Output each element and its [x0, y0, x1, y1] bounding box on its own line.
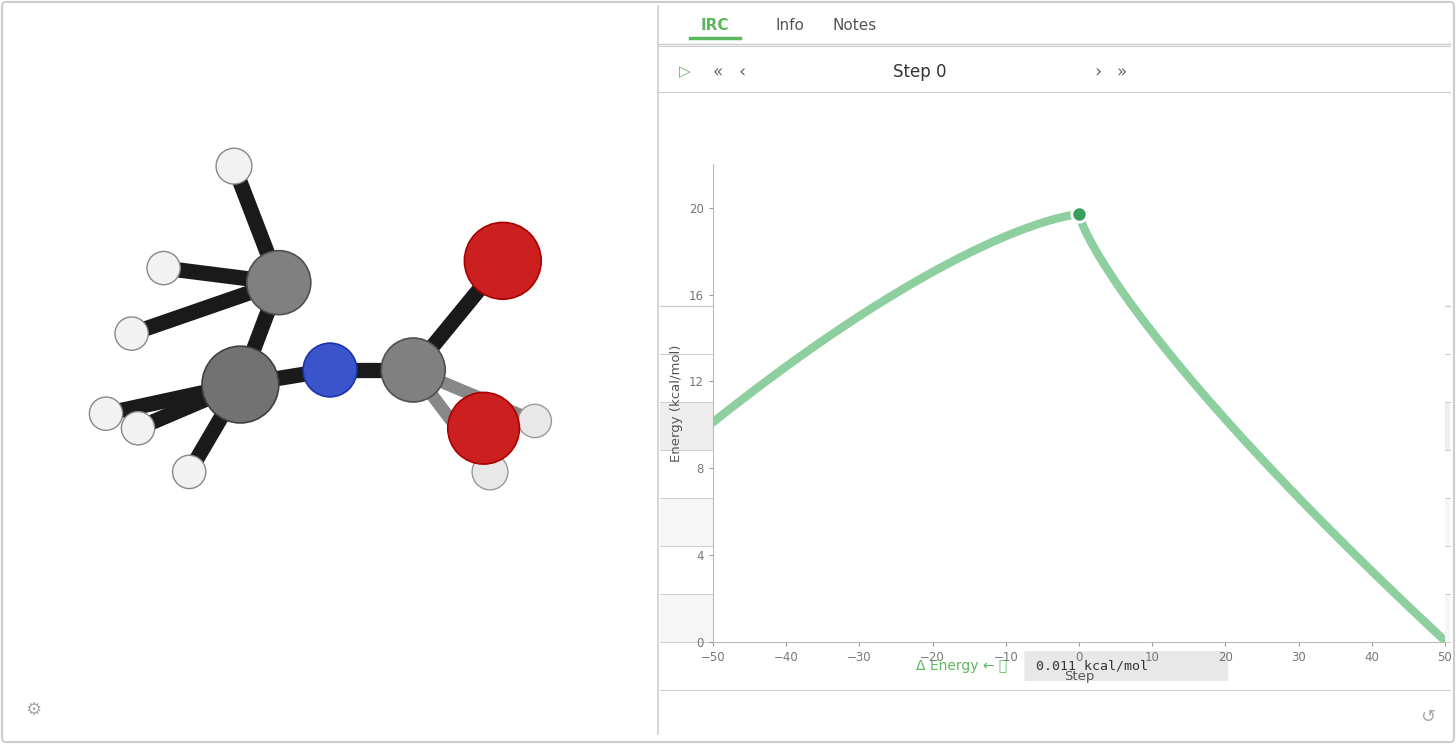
Text: IRC: IRC — [700, 19, 729, 33]
Circle shape — [202, 346, 278, 423]
Circle shape — [215, 148, 252, 184]
Bar — [660, 402, 1450, 450]
Bar — [660, 498, 1450, 546]
Circle shape — [248, 251, 310, 315]
FancyBboxPatch shape — [1025, 507, 1229, 537]
Circle shape — [147, 251, 181, 285]
Text: vs. Backward: vs. Backward — [916, 515, 1008, 529]
Text: 0.011 kcal/mol: 0.011 kcal/mol — [1037, 659, 1149, 673]
Text: ›: › — [1095, 63, 1102, 81]
Text: »: » — [1117, 63, 1127, 81]
Circle shape — [381, 338, 446, 402]
Circle shape — [121, 411, 154, 445]
FancyBboxPatch shape — [1025, 651, 1229, 681]
Circle shape — [173, 455, 205, 489]
X-axis label: Step: Step — [1064, 670, 1095, 682]
Text: Notes: Notes — [833, 19, 877, 33]
Bar — [660, 594, 1450, 642]
Circle shape — [518, 404, 552, 437]
Text: Step 0: Step 0 — [893, 63, 946, 81]
Text: Play Direction: Play Direction — [911, 371, 1008, 385]
FancyBboxPatch shape — [1025, 410, 1248, 442]
Text: -20.9924270 Eh: -20.9924270 Eh — [1037, 420, 1149, 432]
Text: ▷: ▷ — [678, 65, 692, 80]
FancyBboxPatch shape — [1025, 555, 1229, 585]
Text: ‹: ‹ — [738, 63, 745, 81]
Text: ↺: ↺ — [1420, 708, 1436, 726]
Text: vs. Forward: vs. Forward — [927, 563, 1008, 577]
Y-axis label: Energy (kcal/mol): Energy (kcal/mol) — [670, 344, 683, 462]
Text: 0.010 kcal/mol: 0.010 kcal/mol — [1037, 612, 1149, 624]
FancyBboxPatch shape — [1025, 603, 1229, 633]
Text: 19.695 kcal/mol: 19.695 kcal/mol — [1037, 563, 1156, 577]
Circle shape — [303, 343, 357, 397]
Text: Δ Energy ← ⓘ: Δ Energy ← ⓘ — [916, 659, 1008, 673]
Text: 9.575 kcal/mol: 9.575 kcal/mol — [1037, 516, 1149, 528]
Text: Δ Energy → ⓘ: Δ Energy → ⓘ — [916, 611, 1008, 625]
Text: Start to End ∨: Start to End ∨ — [1031, 371, 1128, 385]
Text: «: « — [713, 63, 724, 81]
Circle shape — [89, 397, 122, 430]
Circle shape — [115, 317, 149, 350]
Text: ⚙: ⚙ — [25, 701, 41, 719]
Text: Relative Energies: Relative Energies — [994, 467, 1115, 481]
Circle shape — [472, 454, 508, 490]
Text: Step Energy: Step Energy — [923, 419, 1008, 433]
Circle shape — [464, 222, 542, 299]
Text: Info: Info — [776, 19, 804, 33]
Circle shape — [448, 392, 520, 464]
